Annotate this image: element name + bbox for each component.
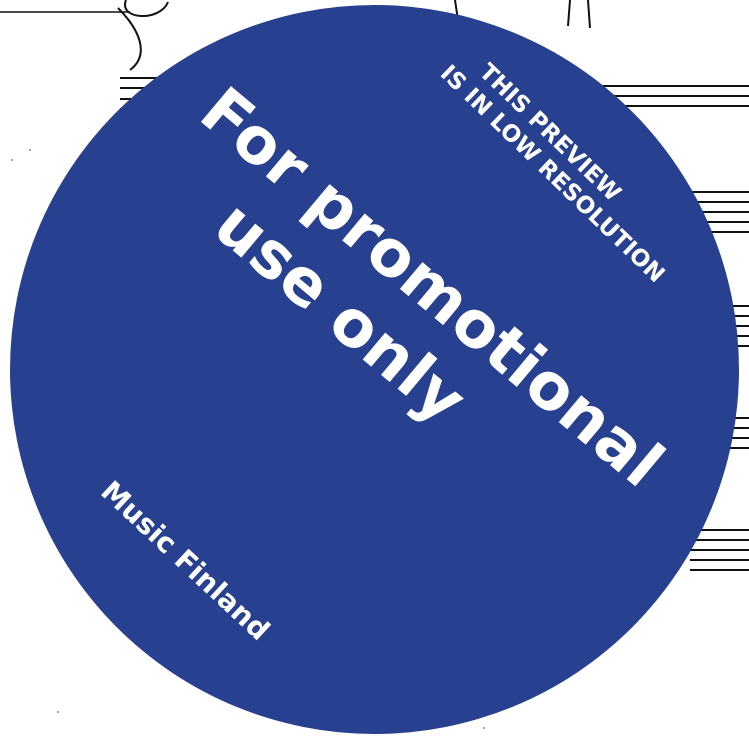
brand-name: Music Finland [94, 474, 277, 647]
treble-clef-fragment [117, 0, 169, 71]
promotional-stamp: THIS PREVIEW IS IN LOW RESOLUTION For pr… [10, 5, 739, 734]
preview-line-2: IS IN LOW RESOLUTION [434, 60, 670, 289]
